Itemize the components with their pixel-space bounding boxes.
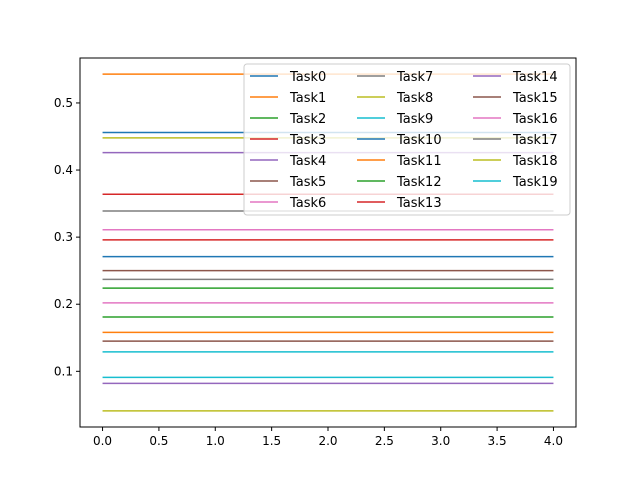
legend: Task0 Task1 Task2 Task3 Task4 Task5 Task6 Task7… bbox=[243, 63, 571, 216]
x-tick-label: 2.0 bbox=[318, 434, 337, 448]
x-tick-label: 3.5 bbox=[488, 434, 507, 448]
legend-label-task14: Task14 bbox=[512, 70, 558, 85]
legend-label-task5: Task5 bbox=[289, 175, 326, 190]
y-tick-label: 0.5 bbox=[54, 96, 73, 110]
legend-label-task6: Task6 bbox=[289, 196, 326, 211]
x-tick-label: 1.5 bbox=[262, 434, 281, 448]
x-tick-label: 0.5 bbox=[149, 434, 168, 448]
legend-label-task13: Task13 bbox=[396, 196, 442, 211]
legend-label-task1: Task1 bbox=[289, 91, 326, 106]
legend-label-task18: Task18 bbox=[512, 154, 558, 169]
series-layer bbox=[102, 73, 554, 412]
y-axis: 0.1 0.2 0.3 0.4 0.5 bbox=[54, 96, 80, 378]
y-tick-label: 0.2 bbox=[54, 297, 73, 311]
legend-label-task9: Task9 bbox=[396, 112, 433, 127]
legend-label-task3: Task3 bbox=[289, 133, 326, 148]
legend-label-task4: Task4 bbox=[289, 154, 326, 169]
legend-label-task15: Task15 bbox=[512, 91, 558, 106]
legend-label-task19: Task19 bbox=[512, 175, 558, 190]
legend-label-task2: Task2 bbox=[289, 112, 326, 127]
y-tick-label: 0.4 bbox=[54, 163, 73, 177]
legend-label-task16: Task16 bbox=[512, 112, 558, 127]
legend-label-task11: Task11 bbox=[396, 154, 442, 169]
legend-label-task10: Task10 bbox=[396, 133, 442, 148]
legend-label-task8: Task8 bbox=[396, 91, 433, 106]
x-tick-label: 0.0 bbox=[93, 434, 112, 448]
x-axis: 0.0 0.5 1.0 1.5 2.0 2.5 3.0 3.5 4.0 bbox=[93, 427, 563, 448]
legend-label-task0: Task0 bbox=[289, 70, 326, 85]
x-tick-label: 1.0 bbox=[206, 434, 225, 448]
x-tick-label: 4.0 bbox=[544, 434, 563, 448]
y-tick-label: 0.1 bbox=[54, 364, 73, 378]
x-tick-label: 3.0 bbox=[431, 434, 450, 448]
y-tick-label: 0.3 bbox=[54, 230, 73, 244]
legend-label-task7: Task7 bbox=[396, 70, 433, 85]
legend-frame bbox=[243, 63, 571, 216]
legend-label-task12: Task12 bbox=[396, 175, 442, 190]
legend-label-task17: Task17 bbox=[512, 133, 558, 148]
x-tick-label: 2.5 bbox=[375, 434, 394, 448]
